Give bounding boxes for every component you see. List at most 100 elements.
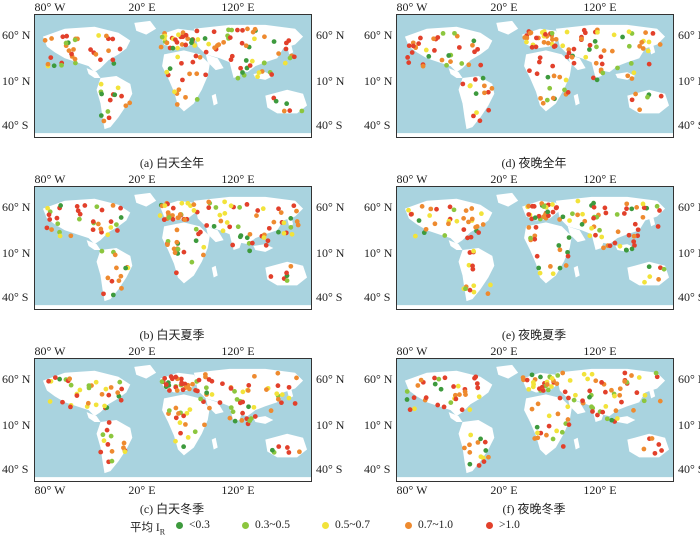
station-dot: [624, 247, 629, 253]
station-dot: [590, 409, 595, 414]
station-dot: [626, 43, 632, 49]
station-dot: [228, 386, 234, 391]
station-dot: [549, 384, 554, 389]
station-dot: [286, 384, 292, 390]
station-dot: [282, 60, 288, 66]
lon-tick-top: 20° E: [128, 172, 156, 186]
station-dot: [454, 218, 460, 224]
station-dot: [607, 243, 613, 249]
station-dot: [534, 71, 540, 77]
station-dot: [105, 275, 111, 281]
station-dot: [657, 42, 663, 47]
station-dot: [110, 292, 116, 298]
station-dot: [252, 373, 257, 379]
lat-tick-left: 60° N: [2, 372, 31, 386]
map-panel-f: 80° W 80° W 20° E 20° E 120° E 120° E 60° N 60°…: [364, 344, 700, 519]
station-dot: [98, 113, 104, 118]
station-dot: [240, 389, 246, 395]
lat-tick-left: 40° S: [2, 118, 29, 132]
land-shape: [253, 416, 274, 424]
station-dot: [86, 385, 92, 391]
station-dot: [239, 40, 245, 46]
station-dot: [633, 91, 638, 97]
station-dot: [471, 248, 476, 254]
station-dot: [76, 216, 82, 222]
station-dot: [243, 58, 249, 63]
station-dot: [187, 71, 192, 77]
station-dot: [553, 36, 559, 42]
lat-tick-right: 60° N: [678, 28, 700, 42]
station-dot: [194, 71, 200, 77]
station-dot: [654, 203, 660, 209]
station-dot: [98, 57, 103, 63]
station-dot: [116, 278, 122, 284]
station-dot: [240, 70, 245, 75]
station-dot: [276, 51, 282, 56]
lat-tick-left: 40° S: [364, 290, 391, 304]
station-dot: [57, 233, 63, 239]
station-dot: [482, 90, 487, 96]
station-dot: [470, 42, 475, 48]
station-dot: [106, 392, 112, 398]
station-dot: [566, 422, 572, 427]
map-svg: [35, 364, 311, 481]
station-dot: [526, 212, 532, 217]
station-dot: [54, 215, 60, 221]
station-dot: [646, 61, 652, 67]
map-svg: [397, 192, 673, 309]
lat-tick-right: 40° S: [316, 462, 343, 476]
station-dot: [256, 70, 262, 75]
station-dot: [583, 54, 589, 60]
station-dot: [451, 384, 456, 389]
station-dot: [232, 418, 238, 424]
station-dot: [530, 203, 535, 209]
land-shape: [448, 68, 463, 78]
station-dot: [196, 377, 202, 383]
station-dot: [573, 392, 578, 398]
station-dot: [407, 407, 413, 413]
station-dot: [168, 374, 174, 379]
station-dot: [557, 265, 563, 271]
station-dot: [534, 35, 539, 41]
station-dot: [286, 450, 292, 455]
station-dot: [112, 252, 118, 258]
station-dot: [543, 32, 548, 37]
station-dot: [247, 418, 253, 424]
map-svg: [35, 192, 311, 309]
station-dot: [167, 66, 173, 71]
station-dot: [545, 40, 551, 46]
station-dot: [90, 227, 96, 233]
station-dot: [632, 243, 637, 248]
station-dot: [263, 242, 269, 248]
station-dot: [247, 231, 253, 237]
station-dot: [183, 94, 188, 100]
station-dot: [566, 395, 571, 401]
station-dot: [649, 436, 655, 441]
station-dot: [582, 30, 588, 36]
station-dot: [218, 218, 224, 224]
station-dot: [173, 270, 179, 276]
station-dot: [251, 404, 257, 410]
station-dot: [190, 381, 195, 387]
station-dot: [179, 60, 184, 66]
station-dot: [226, 27, 231, 33]
station-dot: [287, 55, 293, 61]
station-dot: [462, 445, 467, 451]
station-dot: [103, 386, 109, 392]
station-dot: [544, 97, 550, 103]
station-dot: [106, 48, 111, 54]
station-dot: [170, 45, 176, 51]
station-dot: [603, 389, 608, 395]
station-dot: [547, 85, 553, 91]
station-dot: [564, 29, 570, 35]
lon-tick-bottom: 80° W: [396, 483, 428, 497]
station-dot: [175, 215, 181, 221]
station-dot: [629, 246, 635, 252]
station-dot: [217, 212, 223, 218]
station-dot: [118, 397, 124, 403]
station-dot: [227, 224, 233, 230]
station-dot: [557, 217, 563, 222]
station-dot: [560, 444, 566, 449]
station-dot: [562, 87, 567, 93]
station-dot: [171, 246, 177, 252]
